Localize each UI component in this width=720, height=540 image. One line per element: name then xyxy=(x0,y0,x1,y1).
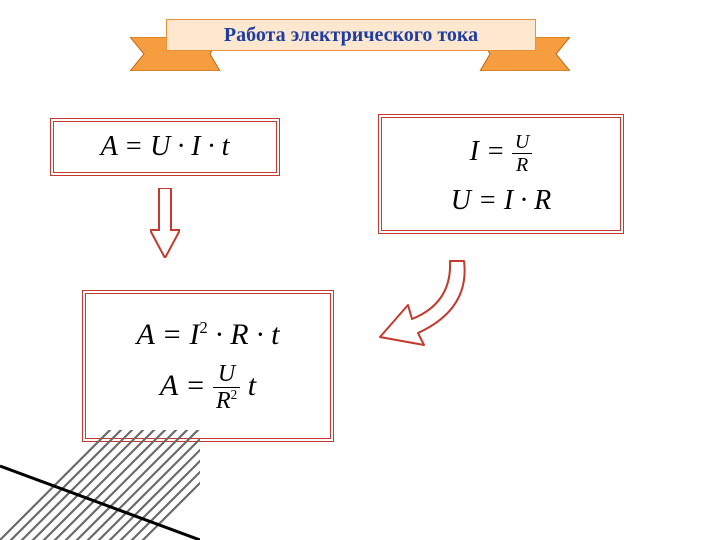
formula-box-work-derived: A = I2 · R · t A = U R2 t xyxy=(82,290,334,442)
formula-A-U-over-R2-t: A = U R2 t xyxy=(83,357,333,429)
slide-title: Работа электрического тока xyxy=(224,24,478,47)
formula-U-IR: U = I · R xyxy=(379,180,623,227)
corner-decoration xyxy=(0,430,200,540)
formula-box-ohm-law: I = U R U = I · R xyxy=(378,114,624,234)
title-ribbon: Работа электрического тока xyxy=(150,13,550,61)
ribbon-plate: Работа электрического тока xyxy=(166,19,536,51)
formula-I-U-over-R: I = U R xyxy=(379,121,623,180)
formula-A-UIt: A = U · I · t xyxy=(51,120,279,175)
arrow-down-icon xyxy=(150,188,180,258)
formula-box-work-basic: A = U · I · t xyxy=(50,118,280,176)
formula-A-I2Rt: A = I2 · R · t xyxy=(83,304,333,357)
arrow-curved-icon xyxy=(370,255,480,355)
